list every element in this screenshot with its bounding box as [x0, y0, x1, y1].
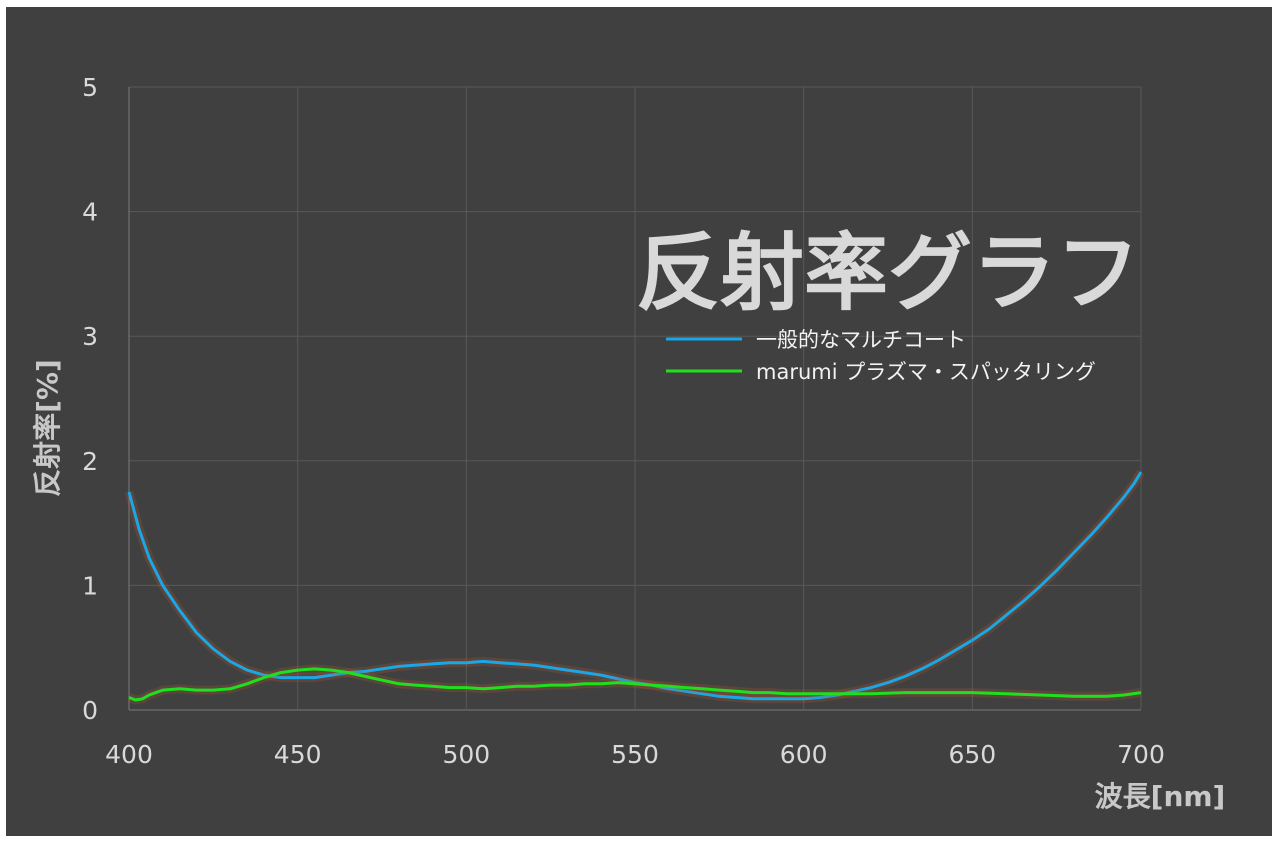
x-tick-label: 500 — [442, 740, 490, 769]
y-tick-label: 1 — [82, 571, 98, 600]
x-tick-label: 450 — [274, 740, 322, 769]
y-tick-label: 0 — [82, 696, 98, 725]
chart-background — [6, 7, 1272, 836]
x-tick-label: 400 — [105, 740, 153, 769]
series-line-marumi — [128, 667, 1142, 702]
y-tick-label: 5 — [82, 73, 98, 102]
x-tick-label: 550 — [611, 740, 659, 769]
x-tick-label: 600 — [780, 740, 828, 769]
chart-title: 反射率グラフ — [636, 224, 1140, 322]
legend: 一般的なマルチコート marumi プラズマ・スパッタリング — [666, 328, 1096, 384]
y-tick-label: 2 — [82, 447, 98, 476]
grid — [128, 86, 1142, 711]
y-tick-label: 4 — [82, 198, 98, 227]
legend-label-multicoat: 一般的なマルチコート — [756, 328, 966, 352]
x-tick-labels: 400 450 500 550 600 650 700 — [105, 740, 1165, 769]
y-tick-labels: 0 1 2 3 4 5 — [82, 73, 98, 725]
y-axis-title: 反射率[%] — [31, 359, 64, 497]
legend-label-marumi: marumi プラズマ・スパッタリング — [756, 360, 1096, 384]
x-tick-label: 700 — [1117, 740, 1165, 769]
x-tick-label: 650 — [948, 740, 996, 769]
y-tick-label: 3 — [82, 322, 98, 351]
series-lines — [124, 469, 1145, 705]
x-axis-title: 波長[nm] — [1095, 780, 1226, 813]
